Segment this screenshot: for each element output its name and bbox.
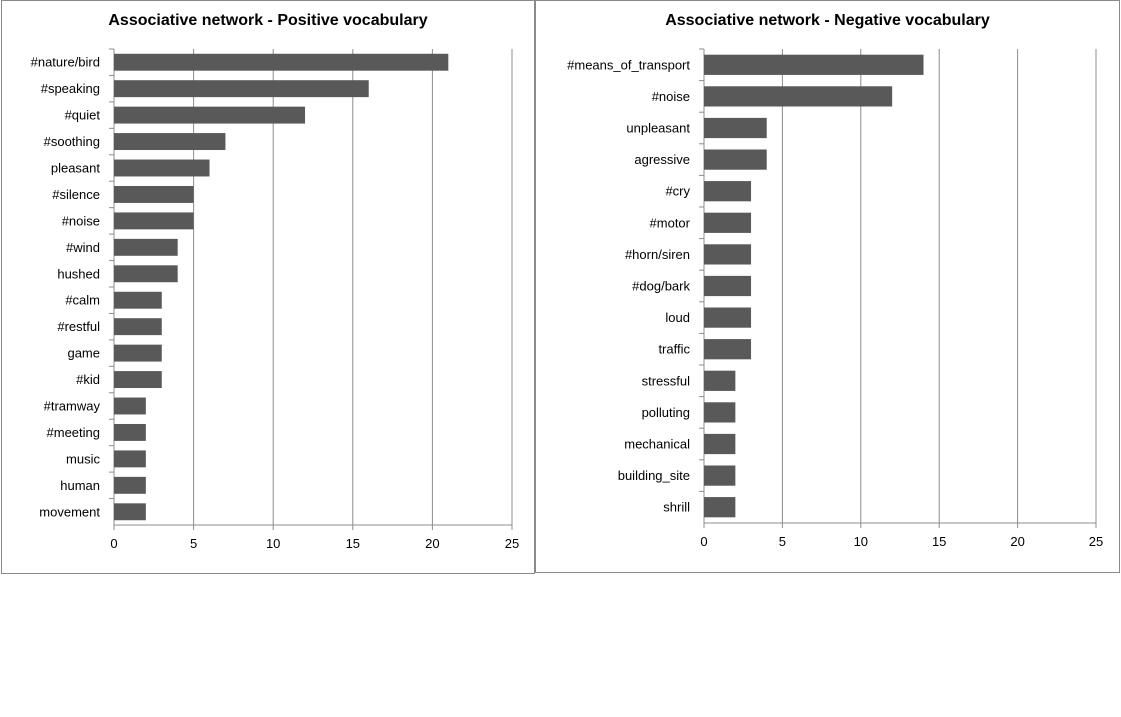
category-label: #cry [665, 184, 690, 199]
category-label: game [67, 346, 100, 361]
x-tick-label: 25 [505, 536, 519, 551]
category-label: pleasant [51, 161, 101, 176]
bar [114, 450, 146, 468]
bar [114, 212, 194, 230]
bar [704, 465, 736, 486]
category-label: #restful [57, 319, 100, 334]
category-label: #meeting [47, 425, 100, 440]
category-label: building_site [618, 468, 690, 483]
category-label: #horn/siren [625, 247, 690, 262]
category-label: traffic [658, 342, 690, 357]
category-label: hushed [57, 266, 100, 281]
category-label: #nature/bird [31, 55, 100, 70]
bar [704, 212, 752, 233]
category-label: human [60, 478, 100, 493]
bar [704, 307, 752, 328]
bar [114, 265, 178, 283]
category-label: polluting [642, 405, 690, 420]
category-label: #calm [65, 293, 100, 308]
x-tick-label: 15 [932, 534, 946, 549]
x-tick-label: 5 [779, 534, 786, 549]
category-label: #soothing [44, 134, 100, 149]
x-tick-label: 10 [854, 534, 868, 549]
category-label: #silence [52, 187, 100, 202]
category-label: #dog/bark [632, 279, 690, 294]
category-label: #wind [66, 240, 100, 255]
x-tick-label: 5 [190, 536, 197, 551]
category-label: #motor [650, 215, 691, 230]
x-tick-label: 0 [110, 536, 117, 551]
bar [114, 344, 162, 362]
bar [114, 53, 449, 71]
bar [114, 185, 194, 203]
x-tick-label: 0 [700, 534, 707, 549]
bar [114, 423, 146, 441]
bar [704, 86, 893, 107]
bar [704, 181, 752, 202]
chart-panel-negative: Associative network - Negative vocabular… [535, 0, 1120, 573]
bar [704, 244, 752, 265]
bar [704, 433, 736, 455]
bar [114, 133, 226, 151]
category-label: movement [39, 504, 100, 519]
category-label: #noise [62, 213, 100, 228]
bar-chart-negative: 0 5 10 15 20 25 #means_of_transport #noise unple… [567, 48, 1103, 549]
x-tick-label: 20 [1010, 534, 1024, 549]
chart-title: Associative network - Positive vocabular… [108, 12, 428, 29]
bar [704, 54, 924, 75]
bar [114, 503, 146, 521]
category-label: unpleasant [626, 121, 690, 136]
bar [114, 397, 146, 415]
category-label: agressive [634, 152, 690, 167]
x-tick-label: 15 [346, 536, 360, 551]
category-label: #kid [76, 372, 100, 387]
bar [704, 339, 752, 360]
category-label: stressful [642, 373, 691, 388]
bar [114, 291, 162, 309]
category-label: music [66, 451, 100, 466]
bar [114, 371, 162, 389]
bar [114, 106, 306, 124]
x-tick-label: 10 [266, 536, 280, 551]
category-label: #speaking [41, 81, 100, 96]
bar [704, 370, 736, 391]
chart-title: Associative network - Negative vocabular… [665, 12, 990, 29]
category-label: #means_of_transport [567, 57, 690, 72]
x-tick-label: 25 [1089, 534, 1103, 549]
category-label: mechanical [624, 437, 690, 452]
bar [114, 159, 210, 177]
category-label: loud [665, 310, 690, 325]
bar-chart-positive: 0 5 10 15 20 25 #nature/bird #speaking #quiet #so… [31, 48, 519, 551]
bar [704, 149, 767, 170]
bar [114, 476, 146, 494]
category-label: #tramway [44, 399, 101, 414]
category-label: #quiet [65, 108, 101, 123]
category-label: #noise [652, 89, 690, 104]
chart-panel-positive: Associative network - Positive vocabular… [1, 0, 535, 574]
bar [114, 318, 162, 336]
category-label: shrill [663, 500, 690, 515]
bar [114, 238, 178, 256]
bar [704, 402, 736, 423]
bar [704, 275, 752, 297]
bar [704, 117, 767, 139]
bar [704, 497, 736, 518]
bar [114, 80, 369, 98]
x-tick-label: 20 [425, 536, 439, 551]
